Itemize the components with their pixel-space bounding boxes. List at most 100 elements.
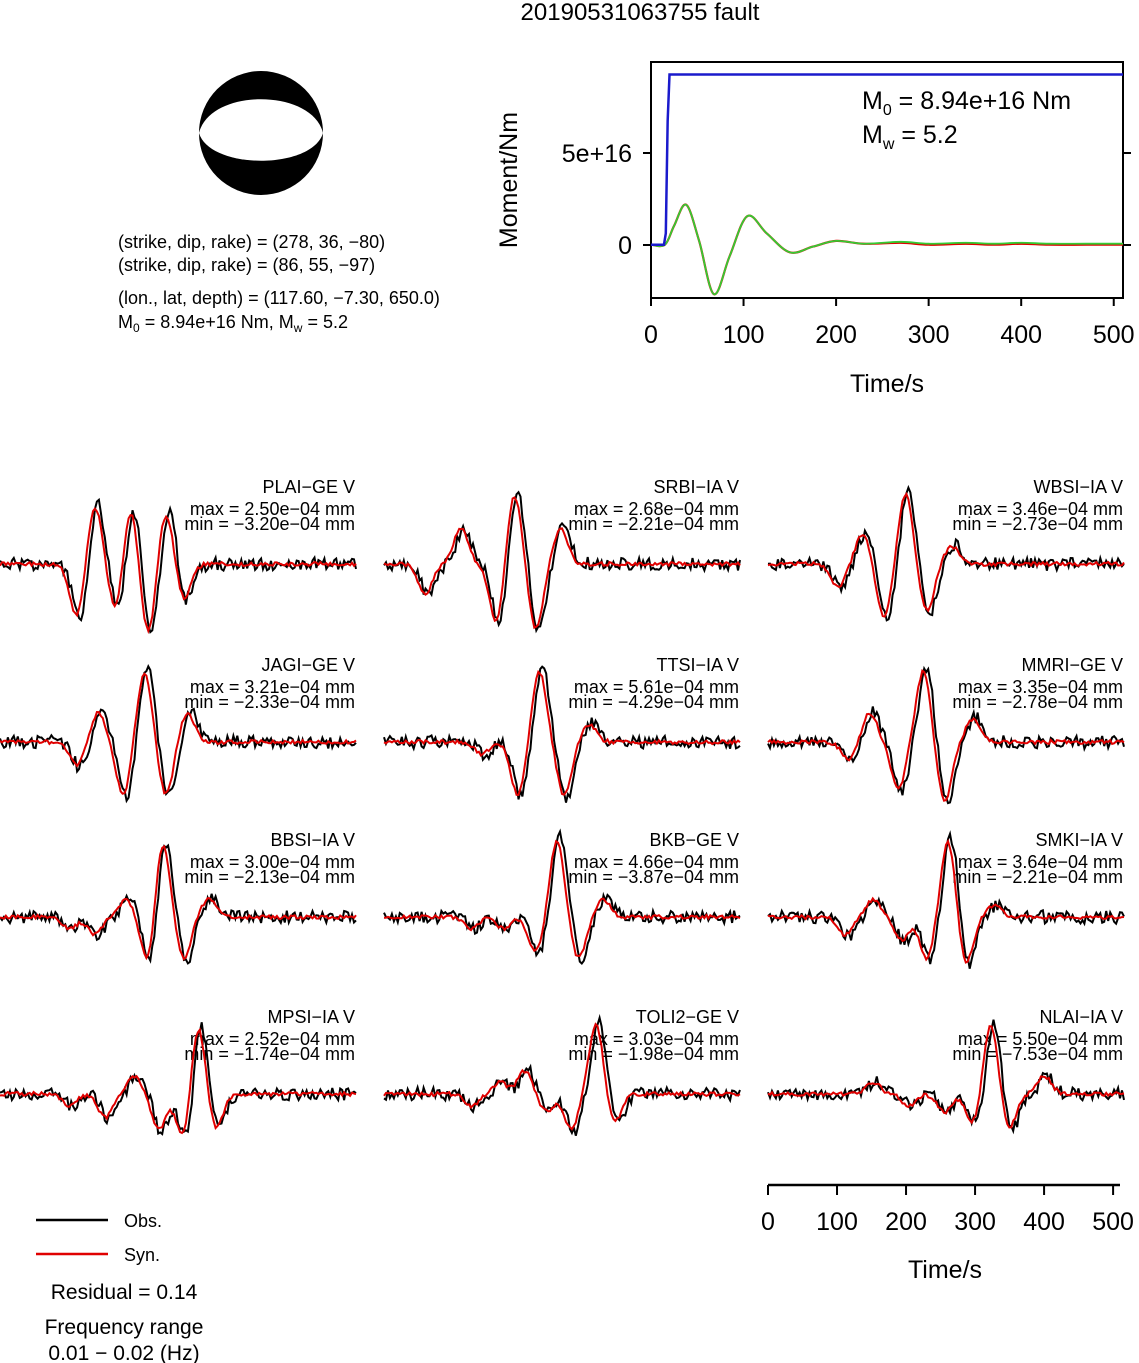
synthetic-waveform bbox=[0, 672, 357, 795]
waveform-time-axis: 0 100 200 300 400 500 bbox=[761, 1183, 1134, 1236]
residual-text: Residual = 0.14 bbox=[51, 1281, 198, 1304]
synthetic-waveform bbox=[0, 844, 357, 961]
station-name: WBSI−IA V bbox=[1033, 477, 1123, 497]
frequency-range-label: Frequency range bbox=[45, 1316, 204, 1339]
figure-title: 20190531063755 fault bbox=[521, 0, 760, 26]
synthetic-waveform bbox=[383, 669, 741, 796]
synthetic-waveform bbox=[383, 496, 741, 630]
station-name: PLAI−GE V bbox=[262, 477, 355, 497]
info-moment-line: M0 = 8.94e+16 Nm, Mw = 5.2 bbox=[118, 312, 348, 335]
observed-waveform bbox=[0, 497, 357, 634]
station-max: max = 2.52e−04 mm bbox=[190, 1029, 355, 1049]
moment-xtick-label: 0 bbox=[644, 321, 658, 349]
moment-xlabel: Time/s bbox=[850, 370, 924, 398]
moment-annotation-mw: Mw = 5.2 bbox=[862, 121, 958, 153]
waveform-xlabel: Time/s bbox=[908, 1256, 982, 1284]
legend-obs-label: Obs. bbox=[124, 1211, 162, 1231]
station-max: max = 3.03e−04 mm bbox=[574, 1029, 739, 1049]
station-name: BKB−GE V bbox=[649, 830, 739, 850]
station-name: MPSI−IA V bbox=[267, 1007, 355, 1027]
station-max: max = 3.35e−04 mm bbox=[958, 677, 1123, 697]
moment-rate-green-line bbox=[650, 203, 1123, 296]
synthetic-waveform bbox=[383, 1022, 741, 1131]
focal-mechanism-beachball bbox=[199, 71, 323, 195]
station-max: max = 2.50e−04 mm bbox=[190, 499, 355, 519]
station-min: min = −2.33e−04 mm bbox=[184, 692, 355, 712]
observed-waveform bbox=[383, 665, 741, 803]
station-name: BBSI−IA V bbox=[270, 830, 355, 850]
info-line-3: (lon., lat, depth) = (117.60, −7.30, 650… bbox=[118, 288, 440, 308]
moment-axis-ticks bbox=[643, 152, 1131, 246]
observed-waveform bbox=[383, 490, 741, 634]
waveform-xtick-label: 400 bbox=[1023, 1208, 1065, 1236]
synthetic-waveform bbox=[767, 838, 1125, 964]
moment-ylabel: Moment/Nm bbox=[495, 112, 523, 248]
cumulative-moment-line bbox=[651, 73, 1123, 246]
station-min: min = −2.21e−04 mm bbox=[568, 514, 739, 534]
station-name: MMRI−GE V bbox=[1021, 655, 1123, 675]
moment-xtick-label: 400 bbox=[1000, 321, 1042, 349]
frequency-range-value: 0.01 − 0.02 (Hz) bbox=[48, 1342, 199, 1363]
moment-xtick-label: 200 bbox=[815, 321, 857, 349]
station-max: max = 3.64e−04 mm bbox=[958, 852, 1123, 872]
station-min: min = −2.21e−04 mm bbox=[952, 867, 1123, 887]
station-min: min = −2.13e−04 mm bbox=[184, 867, 355, 887]
synthetic-waveform bbox=[0, 1027, 357, 1135]
station-max: max = 3.00e−04 mm bbox=[190, 852, 355, 872]
station-max: max = 3.46e−04 mm bbox=[958, 499, 1123, 519]
station-min: min = −7.53e−04 mm bbox=[952, 1044, 1123, 1064]
synthetic-waveform bbox=[767, 491, 1125, 618]
info-line-2: (strike, dip, rake) = (86, 55, −97) bbox=[118, 255, 375, 275]
waveform-xtick-label: 300 bbox=[954, 1208, 996, 1236]
synthetic-waveform bbox=[383, 839, 741, 957]
waveform-xtick-label: 100 bbox=[816, 1208, 858, 1236]
waveform-xtick-label: 200 bbox=[885, 1208, 927, 1236]
waveform-xtick-label: 0 bbox=[761, 1208, 775, 1236]
moment-xtick-label: 300 bbox=[908, 321, 950, 349]
station-min: min = −3.20e−04 mm bbox=[184, 514, 355, 534]
moment-xtick-label: 500 bbox=[1093, 321, 1135, 349]
station-min: min = −4.29e−04 mm bbox=[568, 692, 739, 712]
station-name: JAGI−GE V bbox=[261, 655, 355, 675]
legend-syn-label: Syn. bbox=[124, 1245, 160, 1265]
observed-waveform bbox=[767, 484, 1125, 622]
info-line-1: (strike, dip, rake) = (278, 36, −80) bbox=[118, 232, 385, 252]
moment-ytick-5e16: 5e+16 bbox=[562, 140, 632, 168]
station-name: TOLI2−GE V bbox=[636, 1007, 739, 1027]
observed-waveform bbox=[0, 843, 357, 965]
moment-xtick-label: 100 bbox=[723, 321, 765, 349]
station-min: min = −1.98e−04 mm bbox=[568, 1044, 739, 1064]
synthetic-waveform bbox=[767, 669, 1125, 802]
moment-annotation-m0: M0 = 8.94e+16 Nm bbox=[862, 87, 1071, 119]
synthetic-waveform bbox=[0, 507, 357, 635]
moment-plot-frame bbox=[650, 61, 1124, 299]
station-min: min = −2.73e−04 mm bbox=[952, 514, 1123, 534]
station-name: TTSI−IA V bbox=[656, 655, 739, 675]
observed-waveform bbox=[0, 1022, 357, 1136]
station-name: SMKI−IA V bbox=[1035, 830, 1123, 850]
station-min: min = −2.78e−04 mm bbox=[952, 692, 1123, 712]
legend: Obs. Syn. bbox=[36, 1211, 162, 1265]
station-max: max = 2.68e−04 mm bbox=[574, 499, 739, 519]
moment-chart: 0 5e+16 0 100 200 300 400 500 Time/s Moment/N… bbox=[495, 61, 1135, 398]
observed-waveform bbox=[0, 664, 357, 804]
observed-waveform bbox=[383, 828, 741, 966]
station-max: max = 5.61e−04 mm bbox=[574, 677, 739, 697]
station-min: min = −1.74e−04 mm bbox=[184, 1044, 355, 1064]
synthetic-waveform bbox=[767, 1025, 1125, 1129]
station-name: NLAI−IA V bbox=[1039, 1007, 1123, 1027]
moment-ytick-0: 0 bbox=[618, 232, 632, 260]
